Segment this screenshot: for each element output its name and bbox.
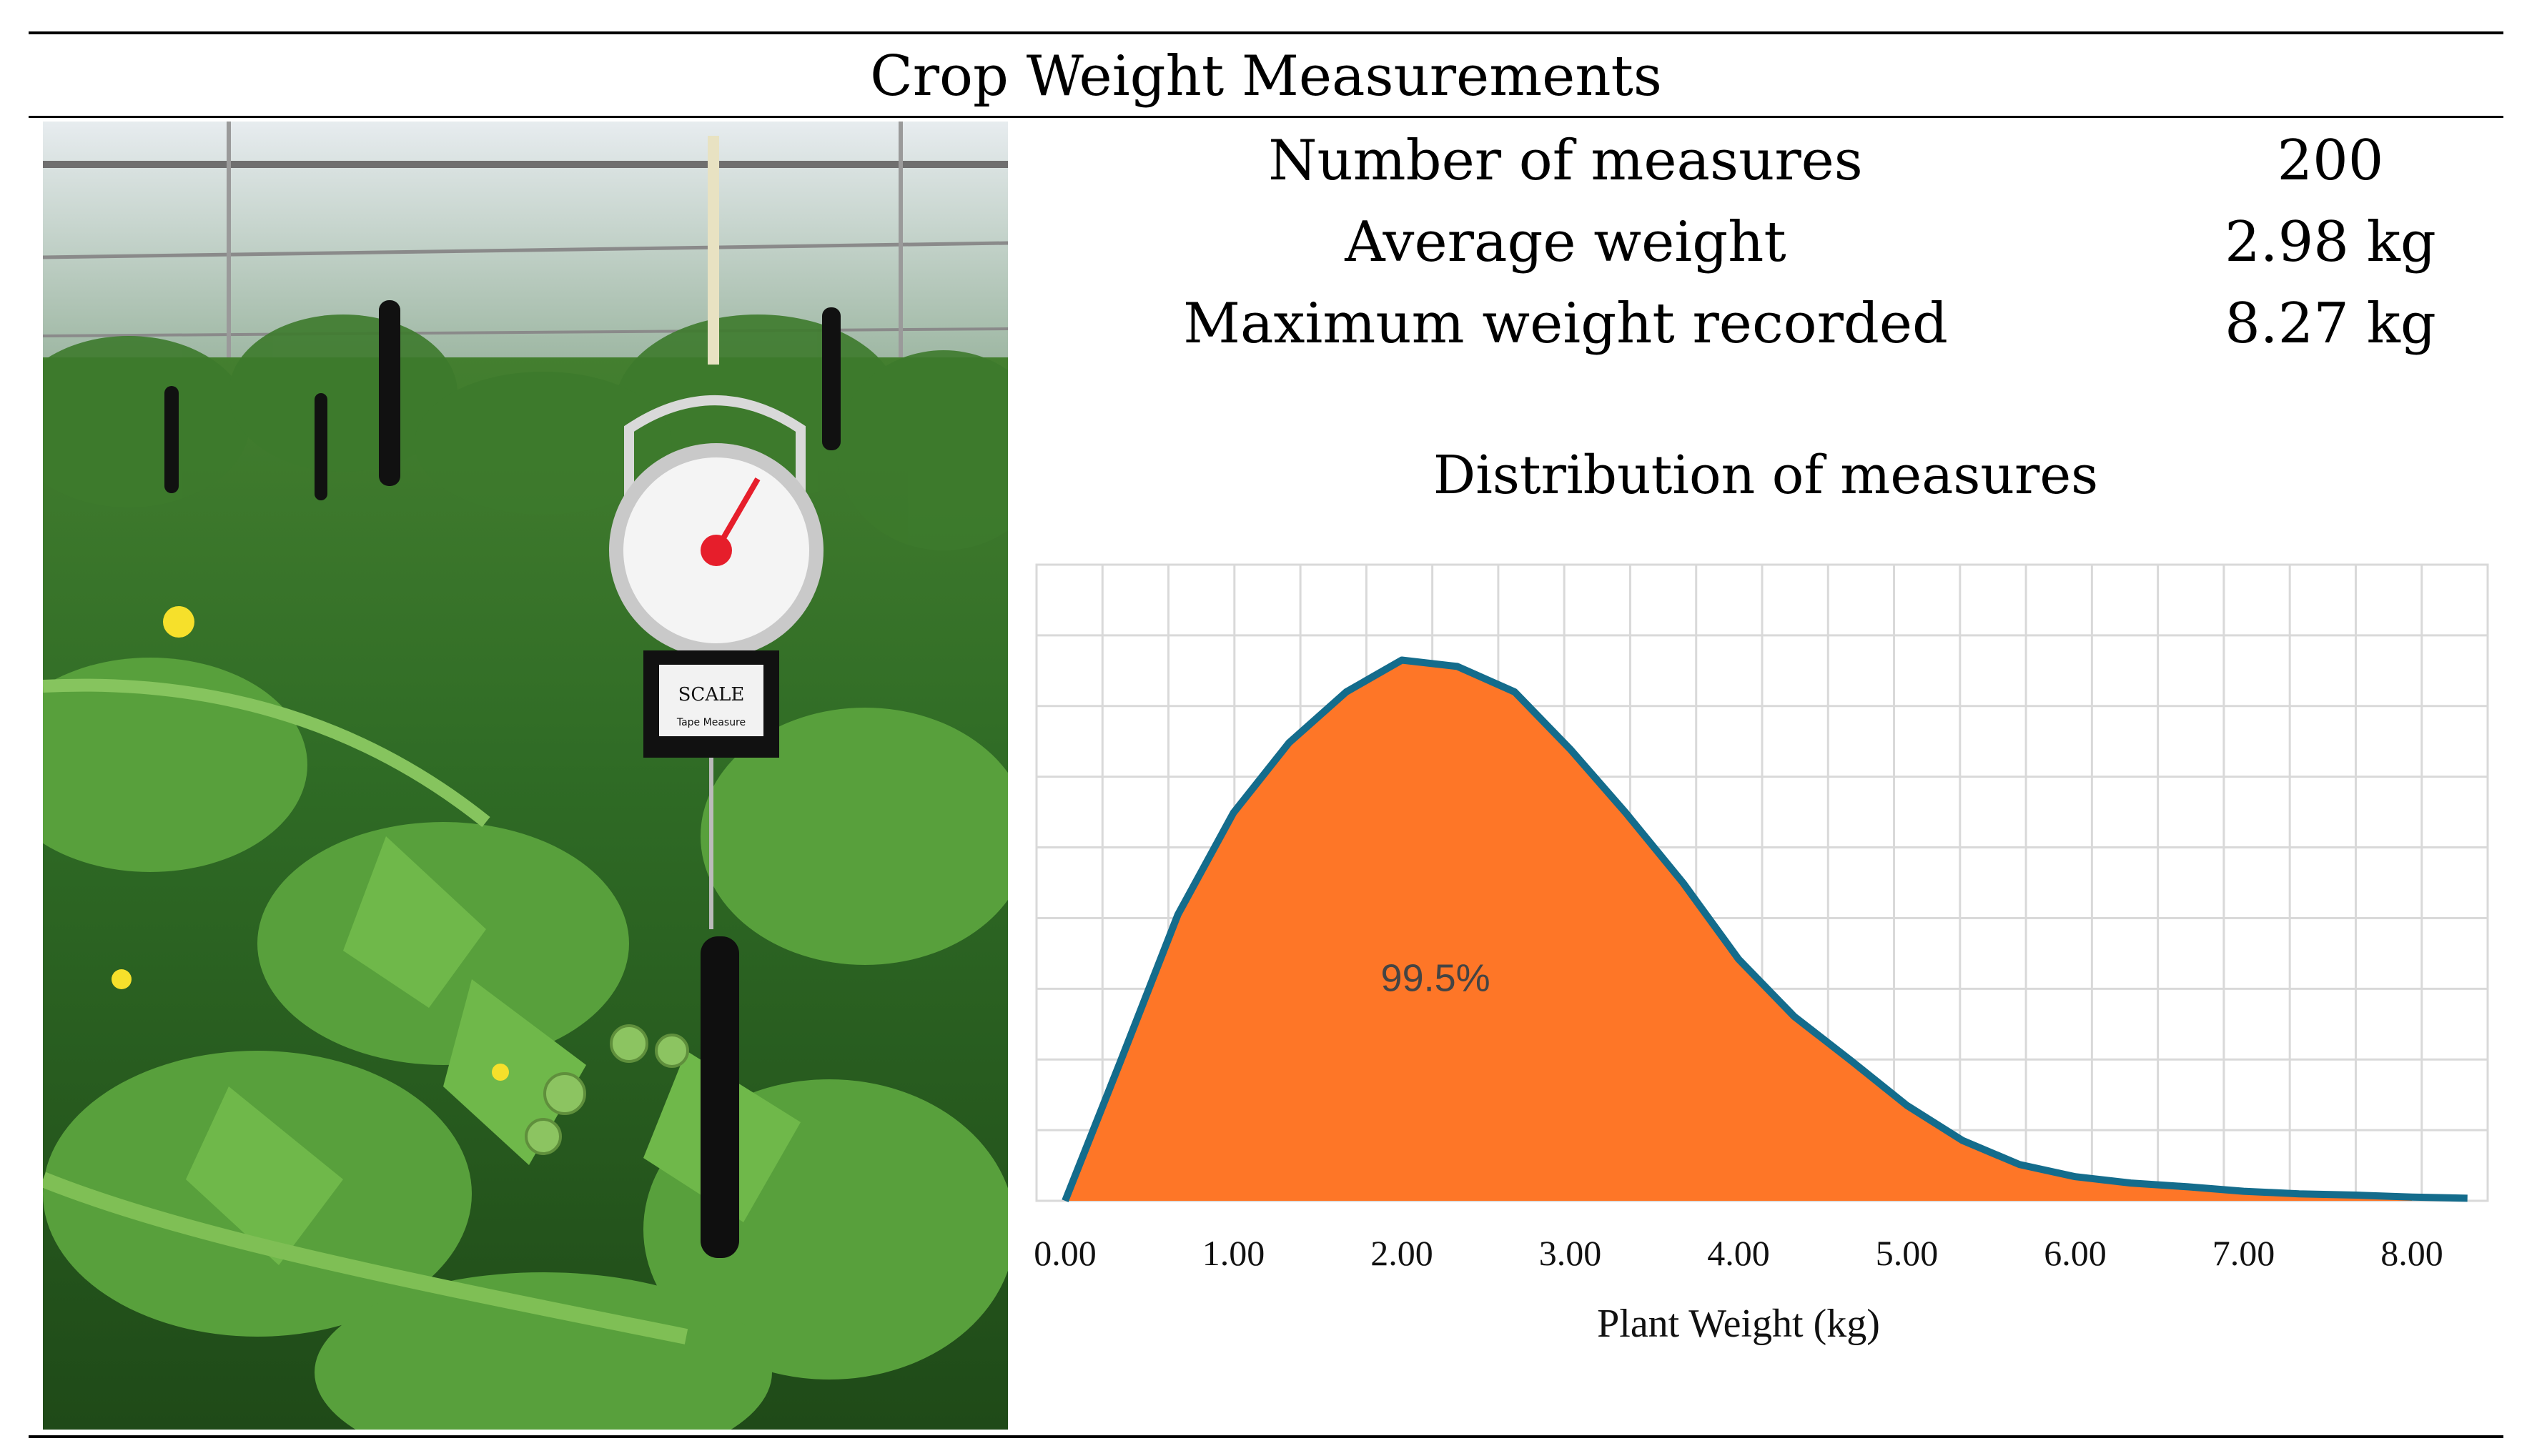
scale-brand-text: SCALE: [678, 684, 745, 705]
chart-x-tick-label: 8.00: [2380, 1233, 2443, 1273]
chart-area-fill: [1065, 660, 2412, 1201]
chart-x-tick-label: 0.00: [1034, 1233, 1097, 1273]
stat-label: Number of measures: [1268, 129, 1863, 193]
bottom-rule: [29, 1435, 2503, 1438]
stat-row-maximum: Maximum weight recorded 8.27 kg: [1029, 284, 2502, 363]
chart-x-tick-label: 6.00: [2044, 1233, 2107, 1273]
stat-value: 200: [2277, 129, 2384, 193]
chart-series-line: [1062, 656, 2468, 1202]
stat-label: Maximum weight recorded: [1183, 292, 1948, 356]
stat-value: 8.27 kg: [2225, 292, 2436, 356]
scale-sub-text: Tape Measure: [676, 717, 746, 728]
figure-title: Crop Weight Measurements: [870, 44, 1662, 109]
stat-label: Average weight: [1345, 210, 1786, 274]
chart-x-tick-label: 1.00: [1202, 1233, 1265, 1273]
chart-area-layer: [1062, 656, 2468, 1202]
chart-title: Distribution of measures: [1433, 445, 2099, 506]
distribution-chart: 0.00 1.00 2.00 3.00 4.00 5.00 6.00 7.00 8.00 99.…: [1034, 563, 2489, 1346]
header-rule: [29, 116, 2503, 118]
chart-x-ticks: 0.00 1.00 2.00 3.00 4.00 5.00 6.00 7.00 8.00: [1034, 1233, 2443, 1273]
greenhouse-photo-illustration: SCALE Tape Measure: [43, 122, 1008, 1430]
stat-row-count: Number of measures 200: [1029, 122, 2502, 200]
greenhouse-photo: SCALE Tape Measure: [43, 122, 1008, 1430]
stat-row-average: Average weight 2.98 kg: [1029, 203, 2502, 282]
chart-x-tick-label: 2.00: [1370, 1233, 1433, 1273]
chart-annotation: 99.5%: [1381, 956, 1490, 999]
chart-x-tick-label: 4.00: [1707, 1233, 1770, 1273]
stat-value: 2.98 kg: [2225, 210, 2436, 274]
top-rule: [29, 31, 2503, 34]
chart-x-tick-label: 3.00: [1539, 1233, 1602, 1273]
chart-x-tick-label: 7.00: [2212, 1233, 2275, 1273]
chart-x-axis-label: Plant Weight (kg): [1597, 1302, 1880, 1346]
chart-x-tick-label: 5.00: [1876, 1233, 1939, 1273]
